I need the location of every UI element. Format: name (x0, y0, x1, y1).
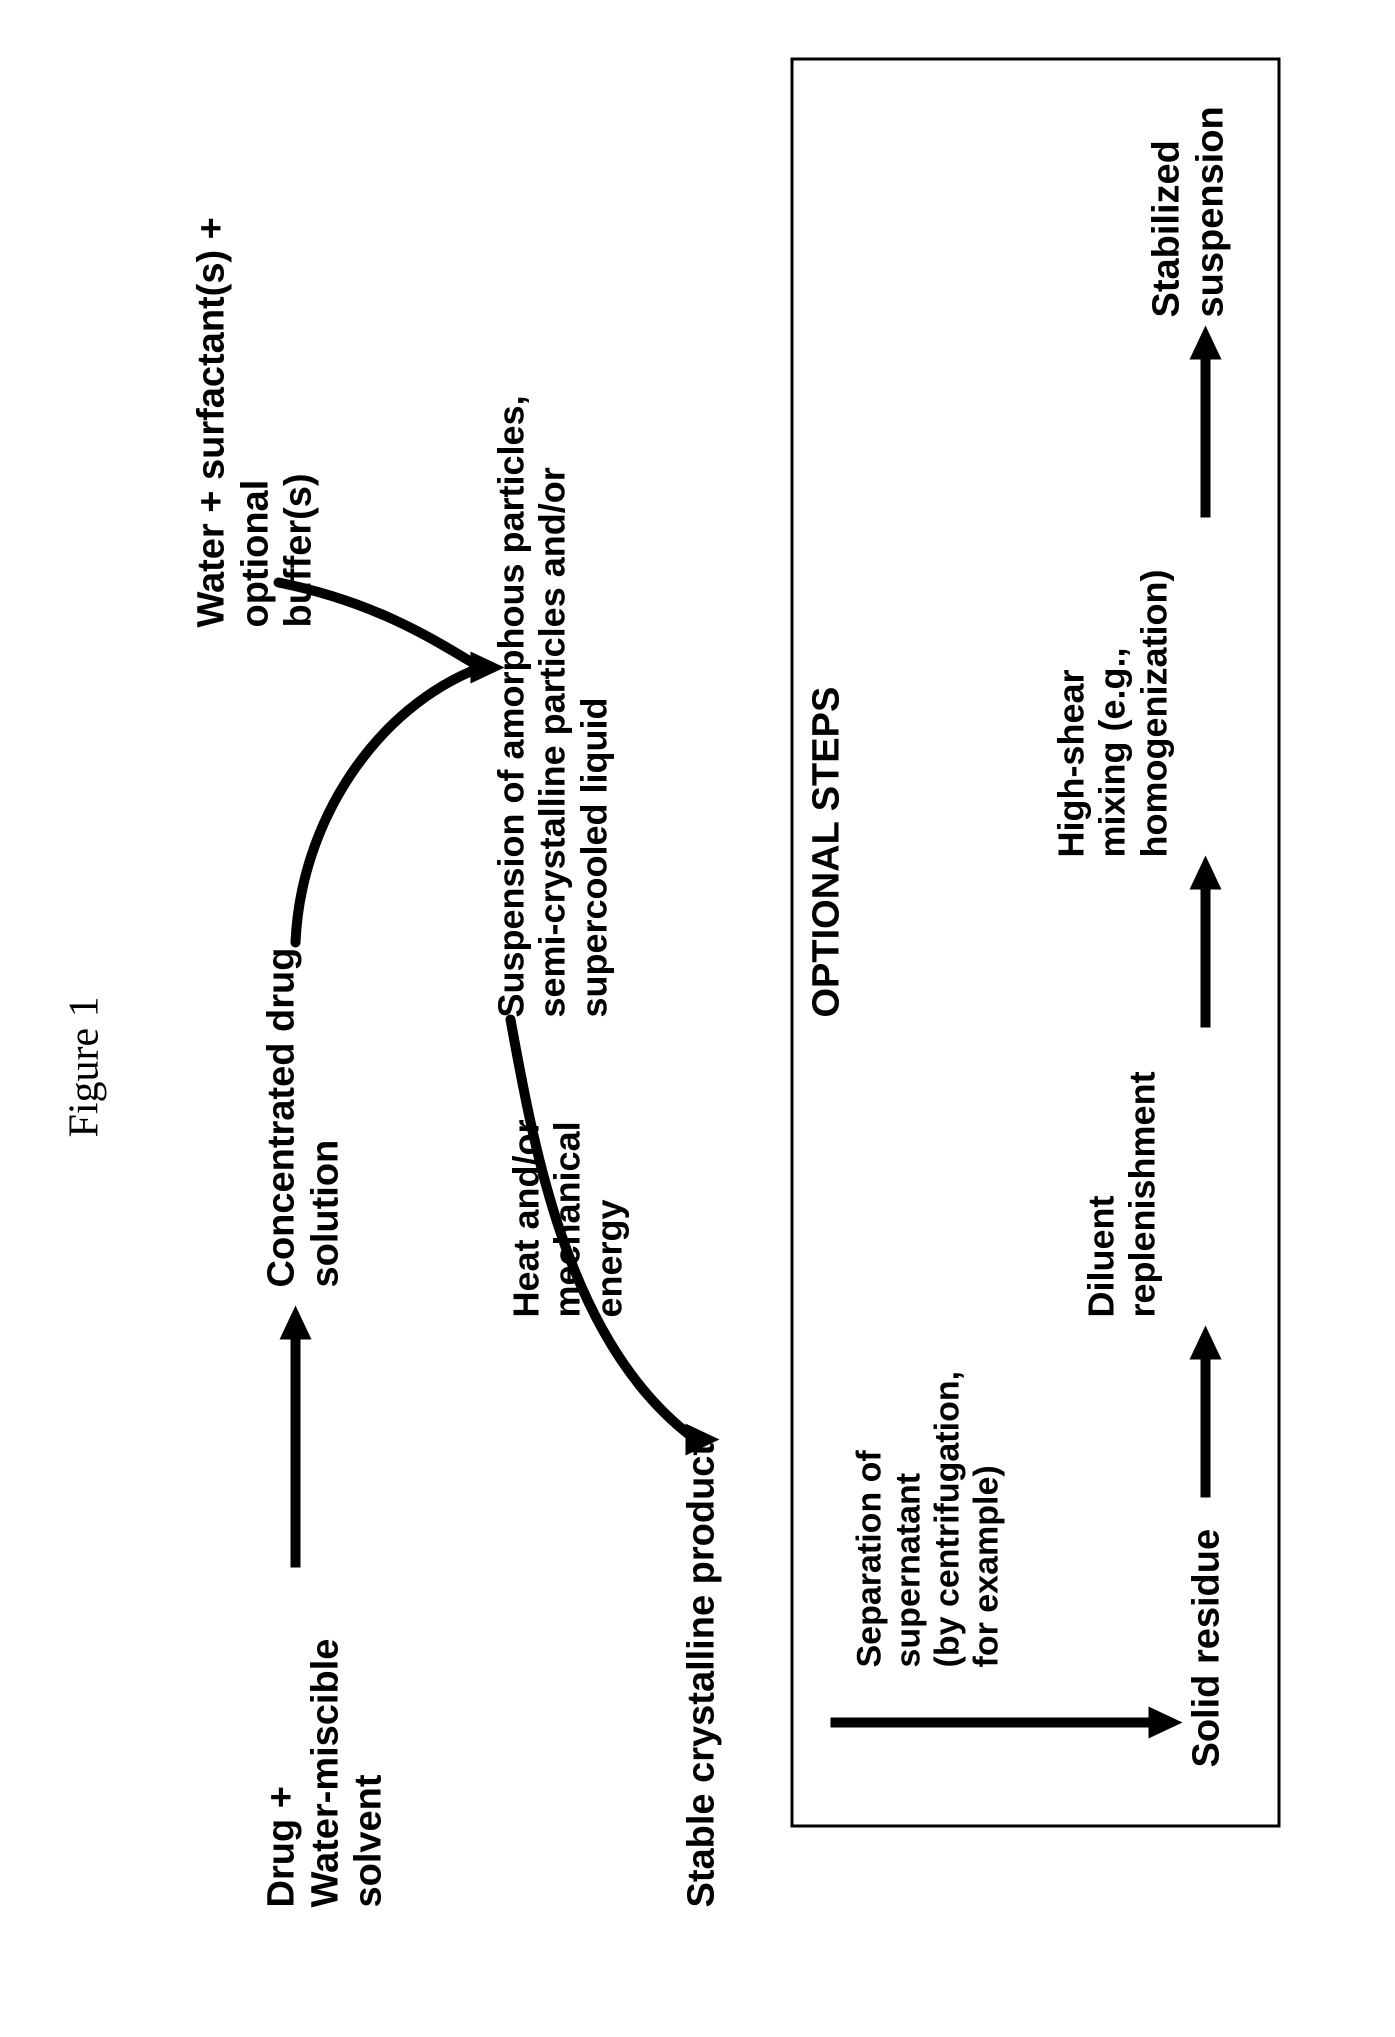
flow-node-n2: Concentrated drug solution (260, 907, 347, 1287)
curve-c2 (268, 572, 498, 952)
flow-node-n1: Drug + Water-miscible solvent (260, 1567, 391, 1907)
figure-title: Figure 1 (60, 996, 108, 1137)
flow-node-n4: Suspension of amorphous particles, semi-… (490, 337, 614, 1017)
arrow-head-a1 (279, 1305, 311, 1339)
diagram-canvas: Figure 1 Drug + Water-miscible solvent Co… (0, 0, 1395, 2037)
flow-node-n3: Water + surfactant(s) + optional buffer(… (190, 67, 321, 627)
arrow-a1 (290, 1337, 300, 1567)
optional-steps-box (790, 57, 1280, 1827)
curve-c3 (495, 997, 725, 1467)
curve-head-c3 (685, 1423, 719, 1455)
